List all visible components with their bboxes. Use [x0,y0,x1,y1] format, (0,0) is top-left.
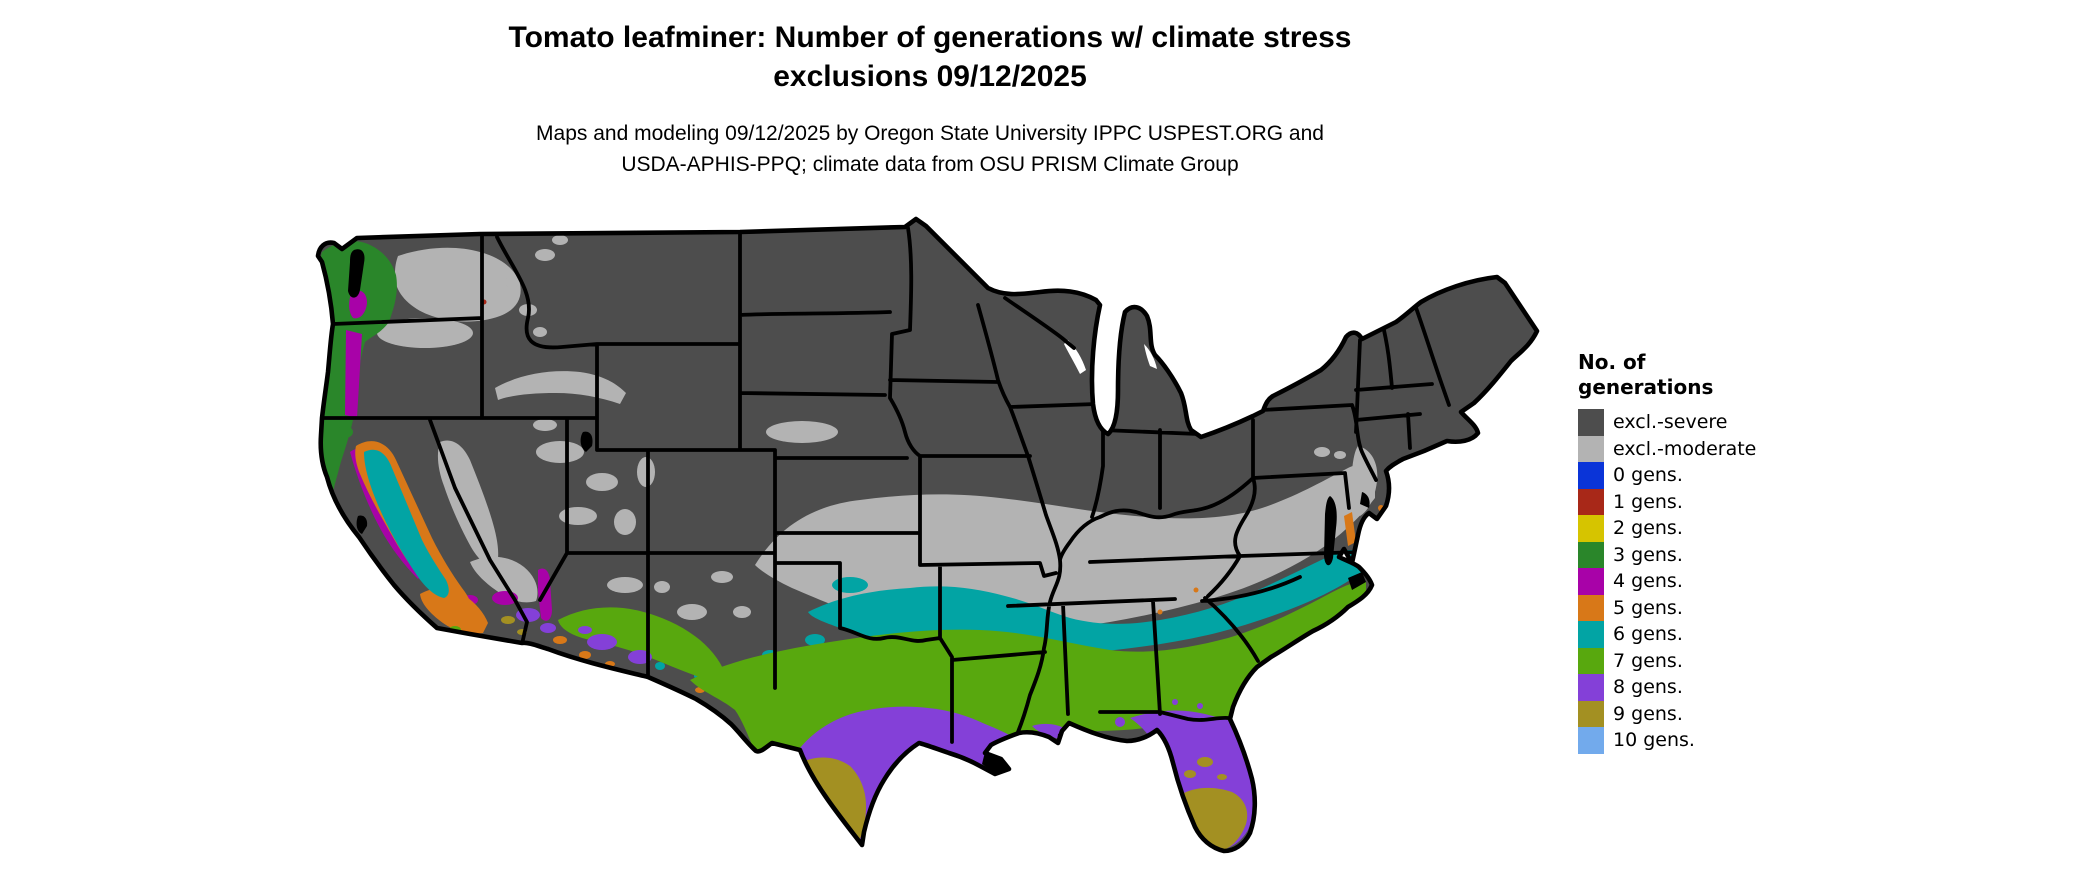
legend-swatch-gens-2 [1578,515,1604,542]
legend-title-line-2: generations [1578,375,1714,399]
legend-label-excl-severe: excl.-severe [1613,411,1728,434]
legend-label-gens-3: 3 gens. [1613,543,1683,566]
map-regions-gens-10 [1137,854,1218,876]
state-borders [320,226,1451,744]
legend-label-gens-10: 10 gens. [1613,729,1695,752]
legend-swatch-gens-7 [1578,647,1604,674]
legend-swatch-gens-3 [1578,541,1604,568]
map-region-central-valley [364,449,449,598]
chesapeake-bay [1324,496,1337,566]
legend-swatch-gens-9 [1578,700,1604,727]
subtitle-line-2: USDA-APHIS-PPQ; climate data from OSU PR… [621,153,1239,176]
legend-item-gens-7: 7 gens. [1578,647,1798,674]
legend-label-gens-7: 7 gens. [1613,649,1683,672]
legend-item-gens-10: 10 gens. [1578,727,1798,754]
saginaw-bay [1144,344,1157,369]
legend-swatch-gens-8 [1578,674,1604,701]
title-line-1: Tomato leafminer: Number of generations … [508,21,1352,54]
legend-label-gens-4: 4 gens. [1613,570,1683,593]
legend-title: No. of generations [1578,350,1798,400]
legend-items: excl.-severe excl.-moderate 0 gens. 1 gens.… [1578,409,1798,754]
legend-item-gens-2: 2 gens. [1578,515,1798,542]
legend-item-gens-9: 9 gens. [1578,700,1798,727]
legend-item-excl-moderate: excl.-moderate [1578,435,1798,462]
legend-item-gens-6: 6 gens. [1578,621,1798,648]
title-line-2: exclusions 09/12/2025 [773,60,1087,93]
delaware-bay [1360,492,1370,508]
legend-item-gens-5: 5 gens. [1578,594,1798,621]
figure-subtitle: Maps and modeling 09/12/2025 by Oregon S… [0,118,1860,180]
legend-item-gens-0: 0 gens. [1578,462,1798,489]
legend-label-gens-2: 2 gens. [1613,517,1683,540]
green-bay [1064,340,1086,374]
legend-swatch-gens-10 [1578,727,1604,754]
legend-swatch-excl-severe [1578,409,1604,436]
legend-label-excl-moderate: excl.-moderate [1613,437,1757,460]
map-legend: No. of generations excl.-severe excl.-mod… [1578,350,1798,754]
figure-title: Tomato leafminer: Number of generations … [0,18,1860,96]
puget-sound [348,249,365,298]
conus-outline [315,216,1540,854]
legend-label-gens-9: 9 gens. [1613,702,1683,725]
legend-item-excl-severe: excl.-severe [1578,409,1798,436]
pamlico-sound [1348,572,1366,590]
sf-bay [356,515,368,534]
legend-swatch-gens-6 [1578,621,1604,648]
great-salt-lake [580,431,593,452]
legend-title-line-1: No. of [1578,350,1646,374]
legend-swatch-gens-1 [1578,488,1604,515]
legend-label-gens-0: 0 gens. [1613,464,1683,487]
legend-item-gens-8: 8 gens. [1578,674,1798,701]
legend-item-gens-4: 4 gens. [1578,568,1798,595]
legend-item-gens-1: 1 gens. [1578,488,1798,515]
subtitle-line-1: Maps and modeling 09/12/2025 by Oregon S… [536,122,1324,145]
legend-label-gens-5: 5 gens. [1613,596,1683,619]
legend-swatch-gens-4 [1578,568,1604,595]
legend-swatch-excl-moderate [1578,435,1604,462]
legend-item-gens-3: 3 gens. [1578,541,1798,568]
legend-label-gens-8: 8 gens. [1613,676,1683,699]
legend-label-gens-1: 1 gens. [1613,490,1683,513]
legend-swatch-gens-0 [1578,462,1604,489]
legend-swatch-gens-5 [1578,594,1604,621]
legend-label-gens-6: 6 gens. [1613,623,1683,646]
map-lake-notches [1064,340,1157,374]
